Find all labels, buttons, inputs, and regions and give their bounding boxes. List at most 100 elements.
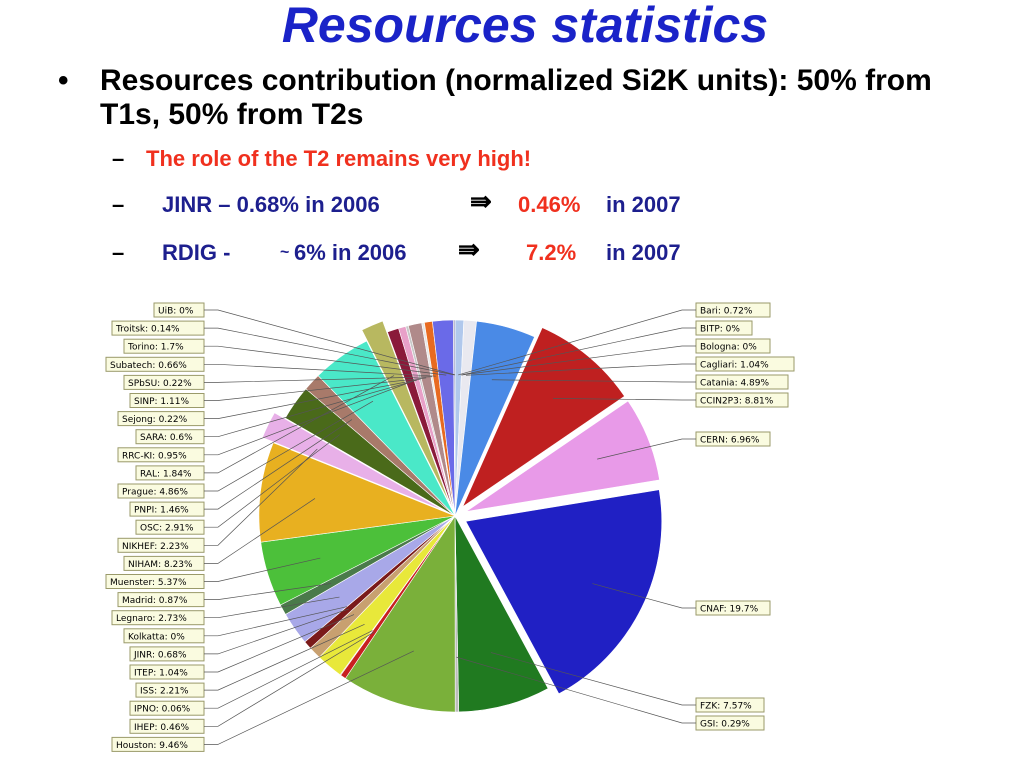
pie-slice-prague: [317, 340, 456, 517]
leader-line-madrid: [204, 583, 332, 600]
bullet-text: Resources contribution (normalized Si2K …: [100, 64, 932, 131]
label-text: Subatech: 0.66%: [110, 361, 187, 371]
rdig-prefix: RDIG -: [162, 240, 231, 265]
leader-line-ccin2p3: [553, 398, 696, 401]
pie-slice-houston: [344, 515, 456, 713]
dash-marker: –: [112, 240, 125, 265]
leader-line-niham: [204, 498, 316, 564]
label-text: Sejong: 0.22%: [122, 415, 188, 425]
pie-label-sara: SARA: 0.6%: [135, 429, 205, 445]
label-text: Muenster: 5.37%: [110, 578, 187, 588]
pie-label-madrid: Madrid: 0.87%: [117, 592, 205, 608]
pie-label-ihep: IHEP: 0.46%: [129, 718, 205, 734]
label-text: OSC: 2.91%: [140, 524, 194, 534]
leader-line-troitsk: [204, 327, 455, 376]
pie-label-itep: ITEP: 1.04%: [129, 664, 205, 680]
leader-line-gsi: [456, 656, 696, 724]
leader-line-ihep: [204, 631, 375, 727]
dash-marker: –: [112, 146, 125, 171]
bullet-marker: •: [58, 64, 69, 97]
arrow-icon: ⇛: [470, 186, 492, 216]
label-text: CCIN2P3: 8.81%: [700, 397, 774, 407]
pie-label-pnpi: PNPI: 1.46%: [129, 501, 205, 517]
jinr-suffix: in 2007: [606, 192, 681, 217]
leader-line-cagliari: [465, 363, 696, 376]
pie-label-cern: CERN: 6.96%: [695, 431, 771, 447]
rdig-2007-value: 7.2%: [526, 240, 577, 265]
leader-line-muenster: [204, 557, 321, 582]
leader-line-osc: [204, 434, 340, 528]
label-text: Prague: 4.86%: [122, 488, 188, 498]
leader-line-uib: [204, 309, 456, 376]
leader-line-subatech: [204, 363, 436, 377]
label-text: SINP: 1.11%: [134, 397, 189, 407]
label-text: Legnaro: 2.73%: [116, 614, 187, 624]
label-text: FZK: 7.57%: [700, 702, 752, 712]
label-text: UiB: 0%: [158, 307, 194, 317]
leader-line-nikhef: [204, 448, 318, 546]
leader-line-houston: [204, 650, 414, 745]
leader-line-iss: [204, 624, 365, 691]
pie-label-catania: Catania: 4.89%: [695, 374, 789, 390]
leader-line-cnaf: [592, 583, 696, 609]
pie-label-niham: NIHAM: 8.23%: [123, 555, 205, 571]
label-text: Cagliari: 1.04%: [700, 361, 769, 371]
pie-label-osc: OSC: 2.91%: [135, 519, 205, 535]
label-text: Catania: 4.89%: [700, 379, 769, 389]
pie-label-bologna: Bologna: 0%: [695, 338, 771, 354]
pie-label-bari: Bari: 0.72%: [695, 302, 771, 318]
leader-line-itep: [204, 614, 355, 673]
pie-label-ipno: IPNO: 0.06%: [129, 700, 205, 716]
leader-line-rrc-ki: [204, 381, 411, 456]
pie-labels: UiB: 0% Troitsk: 0.14% Torino: 1.7% Subatec…: [105, 302, 795, 752]
tilde-mark: ~: [280, 244, 290, 261]
label-text: Madrid: 0.87%: [122, 596, 188, 606]
label-text: NIHAM: 8.23%: [128, 560, 193, 570]
leader-line-torino: [204, 345, 447, 376]
label-text: RAL: 1.84%: [140, 469, 192, 479]
rdig-2006: 6% in 2006: [294, 240, 407, 265]
pie-slices: [258, 319, 663, 713]
pie-label-iss: ISS: 2.21%: [135, 682, 205, 698]
pie-label-spbsu: SPbSU: 0.22%: [123, 374, 205, 390]
leader-line-spbsu: [204, 376, 432, 383]
leader-line-fzk: [490, 652, 696, 706]
leader-line-bologna: [461, 345, 696, 376]
pie-label-bitp: BITP: 0%: [695, 320, 753, 336]
arrow-icon: ⇛: [458, 234, 480, 264]
rdig-suffix: in 2007: [606, 240, 681, 265]
leader-line-bari: [458, 309, 696, 376]
pie-label-kolkatta: Kolkatta: 0%: [123, 628, 205, 644]
t2-role-text: The role of the T2 remains very high!: [146, 146, 532, 171]
leader-line-legnaro: [204, 596, 340, 619]
pie-label-fzk: FZK: 7.57%: [695, 697, 765, 713]
pie-slice-cnaf: [465, 489, 663, 695]
pie-label-sejong: Sejong: 0.22%: [117, 411, 205, 427]
label-text: CERN: 6.96%: [700, 436, 760, 446]
label-text: Torino: 1.7%: [127, 343, 184, 353]
leader-line-cern: [597, 438, 696, 460]
leader-line-sejong: [204, 378, 421, 419]
pie-label-ccin2p3: CCIN2P3: 8.81%: [695, 392, 789, 408]
pie-label-houston: Houston: 9.46%: [111, 736, 205, 752]
pie-slice-nikhef: [262, 412, 445, 512]
label-text: IHEP: 0.46%: [134, 723, 189, 733]
label-text: JINR: 0.68%: [133, 650, 187, 660]
pie-label-uib: UiB: 0%: [153, 302, 205, 318]
label-text: Bari: 0.72%: [700, 307, 753, 317]
pie-label-gsi: GSI: 0.29%: [695, 715, 765, 731]
leader-line-ipno: [204, 630, 373, 709]
label-text: ITEP: 1.04%: [134, 669, 188, 679]
leader-line-sara: [204, 379, 417, 438]
leader-line-catania: [491, 379, 696, 383]
pie-label-troitsk: Troitsk: 0.14%: [111, 320, 205, 336]
pie-label-cnaf: CNAF: 19.7%: [695, 600, 771, 616]
label-text: RRC-KI: 0.95%: [122, 451, 187, 461]
pie-label-torino: Torino: 1.7%: [123, 338, 205, 354]
pie-label-rrc-ki: RRC-KI: 0.95%: [117, 447, 205, 463]
pie-label-jinr: JINR: 0.68%: [129, 646, 205, 662]
label-text: Troitsk: 0.14%: [115, 325, 180, 335]
pie-label-subatech: Subatech: 0.66%: [105, 356, 205, 372]
leader-line-sinp: [204, 377, 427, 401]
